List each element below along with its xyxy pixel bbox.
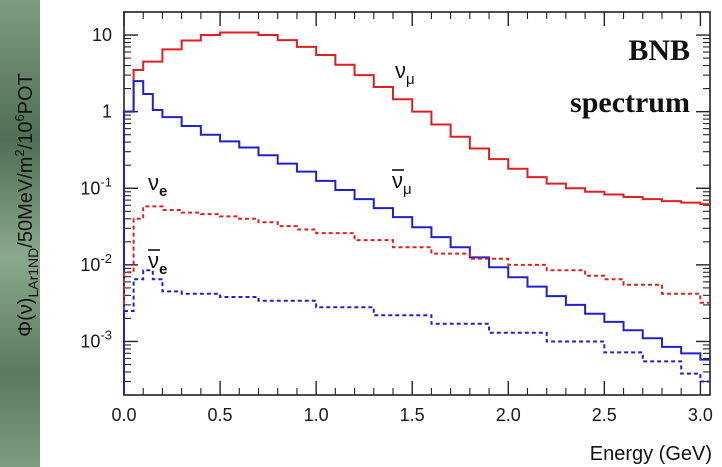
x-tick-label: 3.0 — [688, 405, 713, 425]
series-label-3: νe — [148, 248, 167, 278]
y-axis-title: Φ(ν)LAr1ND/50MeV/m2/106POT — [12, 73, 41, 337]
series-line-1 — [123, 80, 710, 395]
y-tick-label: 10-3 — [80, 327, 112, 351]
series-layer — [123, 31, 710, 395]
series-line-0 — [123, 31, 710, 395]
background-strip — [0, 0, 40, 467]
series-line-3 — [123, 269, 710, 395]
y-tick-label: 10-2 — [80, 251, 112, 275]
series-label-2: νe — [148, 170, 167, 200]
y-axis-title-text: Φ(ν)LAr1ND/50MeV/m2/106POT — [12, 73, 41, 337]
x-tick-label: 1.0 — [304, 405, 329, 425]
y-tick-label: 10-1 — [80, 174, 112, 198]
x-tick-label: 2.5 — [592, 405, 617, 425]
ticks-layer: 0.0 0.5 1.0 1.5 2.0 2.5 3.0 10-3 10-2 10-1 1 10 — [80, 11, 713, 425]
series-label-0: νμ — [395, 58, 415, 88]
x-tick-label: 2.0 — [496, 405, 521, 425]
x-axis-title: Energy (GeV) — [590, 443, 712, 465]
y-tick-label: 1 — [102, 102, 112, 122]
y-tick-label: 10 — [92, 25, 112, 45]
corner-label-line1: BNB — [628, 34, 690, 67]
series-line-2 — [123, 205, 710, 395]
x-tick-label: 1.5 — [400, 405, 425, 425]
corner-label-line2: spectrum — [570, 86, 690, 119]
labels-layer: νμ νμ νe νe — [148, 58, 415, 278]
chart-background — [40, 0, 722, 467]
x-tick-label: 0.5 — [208, 405, 233, 425]
x-tick-label: 0.0 — [111, 405, 136, 425]
series-label-1: νμ — [392, 168, 412, 198]
